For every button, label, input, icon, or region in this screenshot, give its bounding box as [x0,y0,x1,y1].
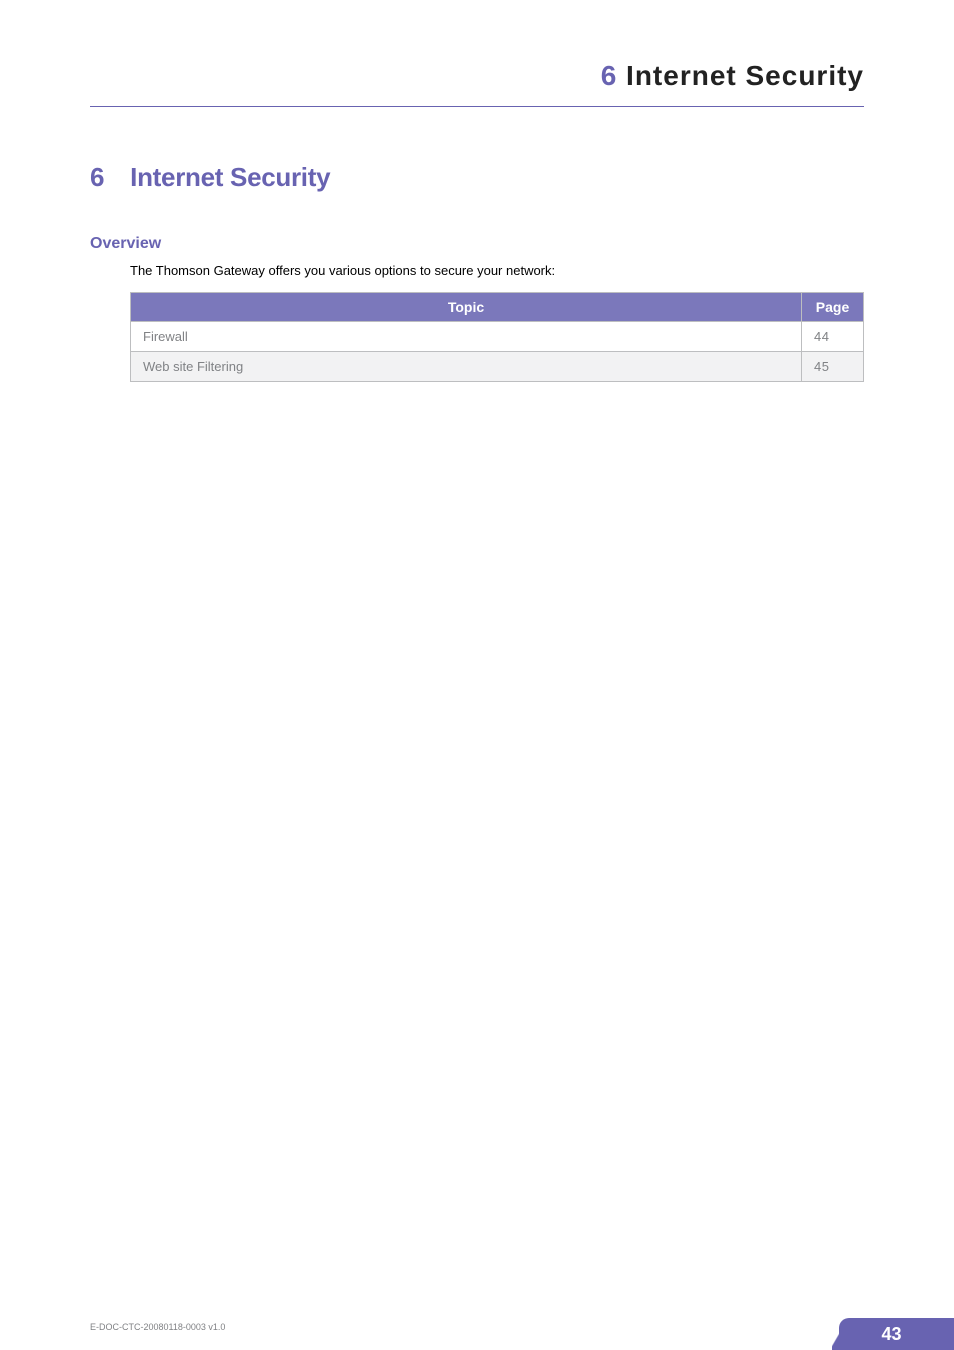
chapter-heading-title: Internet Security [130,162,330,192]
footer-page-number: 43 [881,1324,901,1345]
page-header: 6 Internet Security [0,0,954,107]
page-header-title: 6 Internet Security [90,60,864,104]
topic-cell[interactable]: Firewall [131,322,802,352]
table-row: Firewall 44 [131,322,864,352]
overview-heading: Overview [90,235,864,253]
footer-doc-id: E-DOC-CTC-20080118-0003 v1.0 [90,1322,225,1332]
topics-table: Topic Page Firewall 44 Web site Filterin… [130,292,864,382]
table-header-row: Topic Page [131,293,864,322]
page-footer: E-DOC-CTC-20080118-0003 v1.0 43 [0,1312,954,1350]
page-cell[interactable]: 45 [802,352,864,382]
col-header-topic: Topic [131,293,802,322]
page-cell[interactable]: 44 [802,322,864,352]
header-chapter-title: Internet Security [626,60,864,91]
table-row: Web site Filtering 45 [131,352,864,382]
topic-cell[interactable]: Web site Filtering [131,352,802,382]
footer-page-number-tab: 43 [839,1318,954,1350]
chapter-heading: 6 Internet Security [90,162,864,193]
header-divider [90,106,864,107]
col-header-page: Page [802,293,864,322]
header-chapter-number: 6 [601,60,618,91]
overview-intro: The Thomson Gateway offers you various o… [130,263,864,278]
page-content: 6 Internet Security Overview The Thomson … [0,107,954,382]
chapter-heading-number: 6 [90,162,104,193]
